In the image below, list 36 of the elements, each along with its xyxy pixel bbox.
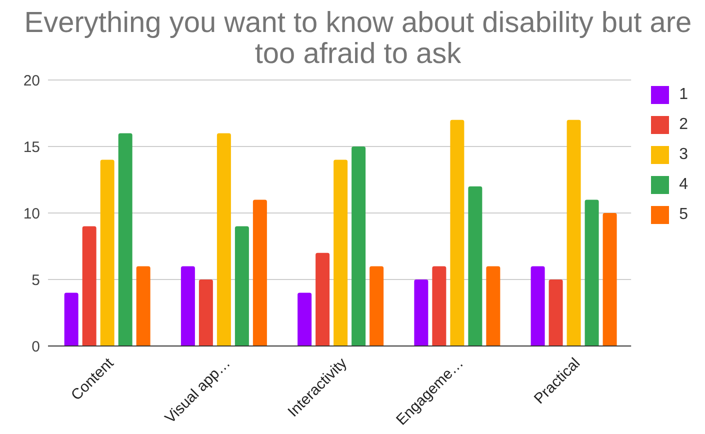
legend-label: 5 — [679, 206, 688, 223]
bar — [334, 160, 348, 346]
bar — [566, 120, 581, 346]
bar — [82, 226, 96, 346]
bar — [316, 252, 330, 346]
bar — [136, 266, 150, 346]
bar — [118, 133, 132, 346]
bar — [432, 266, 446, 346]
bar — [198, 280, 213, 346]
bar — [234, 226, 249, 346]
bar — [414, 280, 428, 346]
bar — [298, 292, 312, 346]
y-tick-label: 0 — [32, 338, 40, 356]
legend-label: 1 — [679, 86, 688, 103]
bar — [602, 213, 617, 346]
bar — [352, 146, 366, 346]
bar — [450, 120, 464, 346]
bar — [486, 266, 500, 346]
y-tick-label: 20 — [23, 72, 40, 90]
bar — [548, 280, 563, 346]
y-tick-label: 10 — [23, 205, 40, 222]
chart-title: Everything you want to know about disability but are too afraid to ask — [23, 7, 693, 70]
bar — [530, 266, 545, 346]
bar — [468, 186, 482, 346]
bar — [180, 266, 195, 346]
bar — [584, 200, 599, 346]
legend-label: 3 — [679, 146, 688, 163]
bar — [370, 266, 384, 346]
bar — [216, 133, 231, 346]
legend-label: 4 — [679, 176, 688, 193]
bar — [64, 292, 78, 346]
bar — [252, 200, 267, 346]
bar — [100, 160, 114, 346]
y-tick-label: 5 — [32, 272, 40, 289]
legend-label: 2 — [679, 116, 688, 133]
y-tick-label: 15 — [23, 138, 40, 156]
